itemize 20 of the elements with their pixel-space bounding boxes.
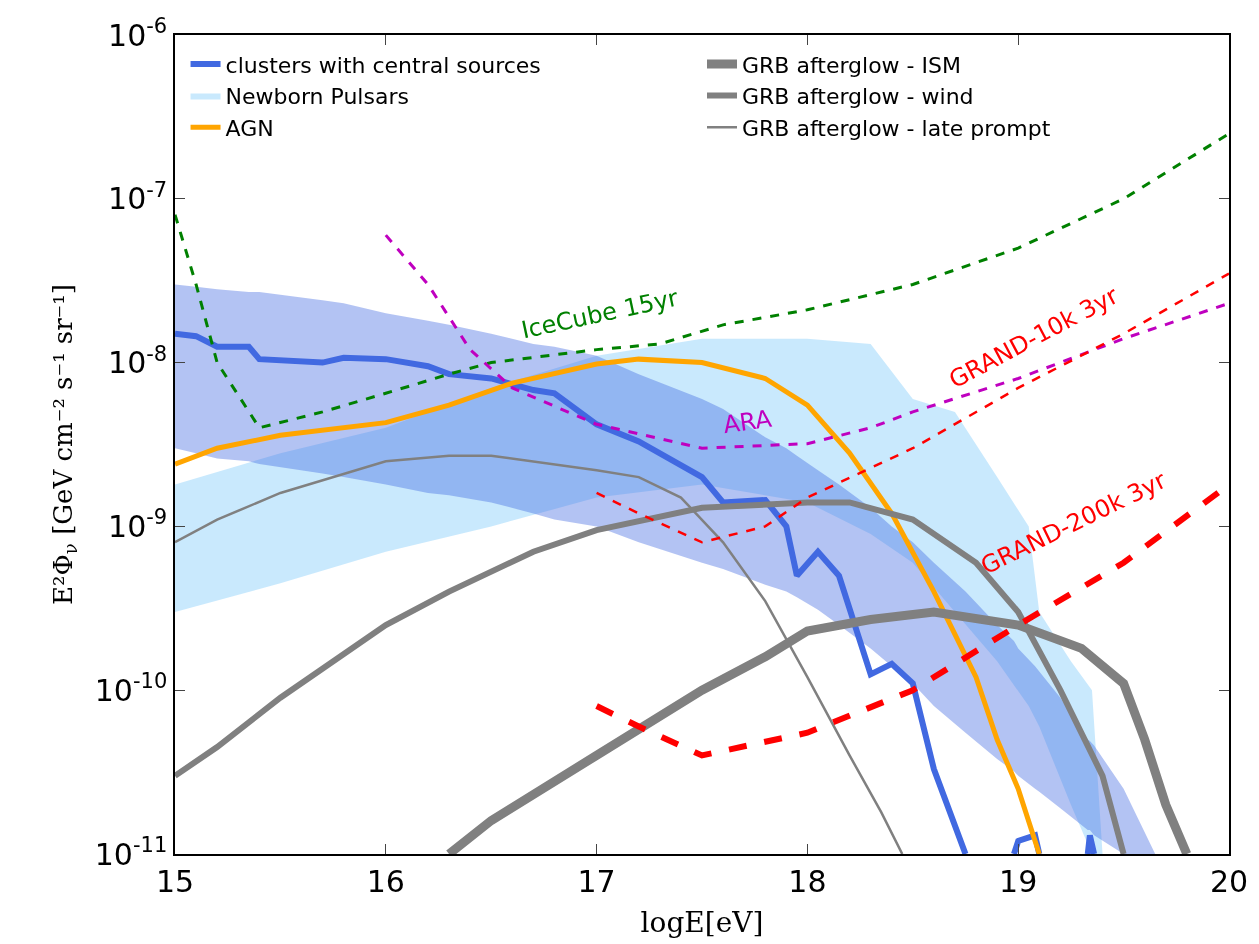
x-axis-title: logE[eV] (640, 906, 764, 940)
y-tick-label: 10$^{-8}$ (108, 341, 168, 381)
legend-label: GRB afterglow - ISM (742, 52, 961, 78)
legend-label: GRB afterglow - wind (742, 84, 974, 110)
legend-label: GRB afterglow - late prompt (742, 115, 1051, 141)
legend-label: clusters with central sources (225, 52, 541, 78)
y-tick-label: 10$^{-7}$ (108, 177, 168, 217)
x-tick-label: 17 (577, 863, 616, 899)
x-tick-label: 19 (999, 863, 1038, 899)
y-tick-label: 10$^{-10}$ (94, 669, 168, 708)
legend-label: Newborn Pulsars (225, 84, 409, 110)
legend-label: AGN (225, 115, 274, 141)
x-tick-label: 15 (155, 863, 195, 899)
text: IceCube 15yr (518, 283, 681, 345)
x-tick-label: 18 (788, 863, 827, 899)
y-tick-label: 10$^{-6}$ (108, 13, 168, 53)
x-tick-label: 20 (1209, 863, 1249, 899)
y-tick-label: 10$^{-9}$ (108, 505, 168, 544)
x-tick-label: 16 (366, 863, 405, 899)
text: ARA (721, 404, 774, 440)
